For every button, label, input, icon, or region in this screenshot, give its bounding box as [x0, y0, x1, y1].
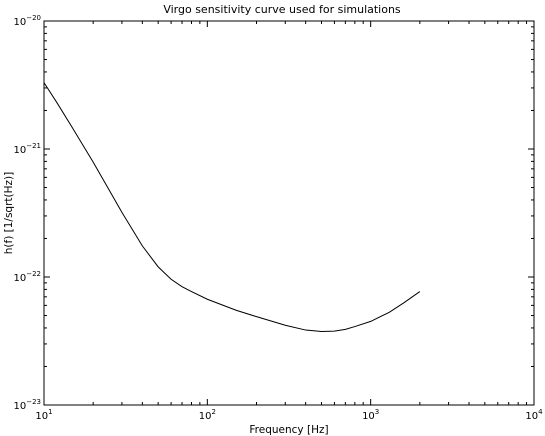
y-tick-label-base: 10 [13, 145, 26, 156]
x-tick-label-base: 10 [525, 411, 538, 422]
x-tick-label-base: 10 [362, 411, 375, 422]
axis-ticks [43, 20, 535, 406]
plot-frame [43, 20, 535, 406]
x-tick-label: 102 [199, 408, 216, 422]
x-tick-label-base: 10 [35, 411, 48, 422]
y-tick-label-exponent: −21 [26, 142, 41, 150]
x-tick-label-base: 10 [199, 411, 212, 422]
x-tick-label-exponent: 2 [211, 408, 215, 416]
y-tick-label-exponent: −20 [26, 14, 41, 22]
y-tick-label-base: 10 [13, 273, 26, 284]
x-tick-label: 101 [35, 408, 52, 422]
x-tick-label: 103 [362, 408, 379, 422]
y-tick-label-exponent: −23 [26, 398, 41, 406]
x-tick-label: 104 [525, 408, 543, 422]
y-tick-label: 10−23 [13, 398, 41, 412]
y-tick-label-exponent: −22 [26, 270, 41, 278]
y-axis-label: h(f) [1/sqrt(Hz)] [3, 172, 15, 254]
y-tick-label-base: 10 [13, 401, 26, 412]
x-axis-label: Frequency [Hz] [249, 424, 328, 436]
chart-title: Virgo sensitivity curve used for simulat… [163, 3, 401, 16]
y-tick-label: 10−20 [13, 14, 41, 28]
x-tick-label-exponent: 1 [48, 408, 52, 416]
sensitivity-curve-line [43, 82, 421, 333]
y-tick-label: 10−22 [13, 270, 41, 284]
y-tick-label-base: 10 [13, 17, 26, 28]
x-tick-label-exponent: 3 [375, 408, 379, 416]
y-tick-label: 10−21 [13, 142, 41, 156]
x-tick-label-exponent: 4 [538, 408, 543, 416]
